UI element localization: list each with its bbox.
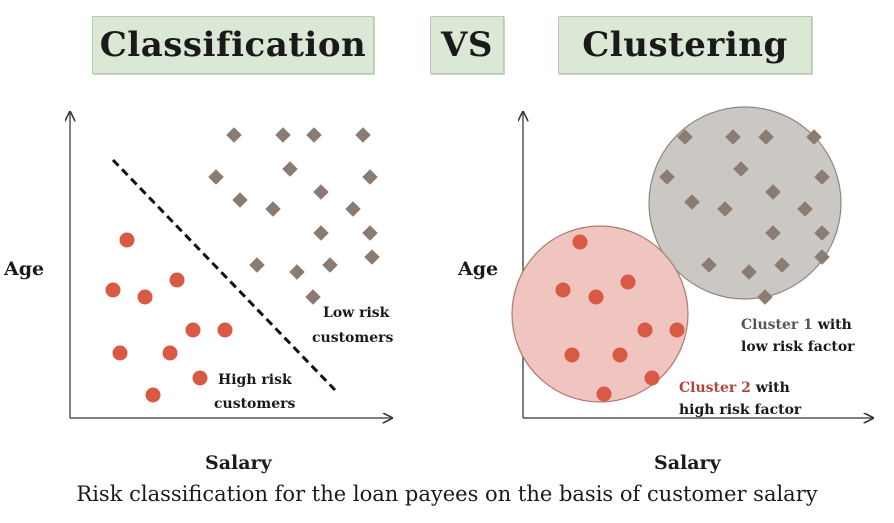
high-risk-point bbox=[169, 272, 185, 288]
low-risk-point bbox=[313, 225, 329, 241]
cluster-2-circle bbox=[511, 225, 689, 403]
high-risk-point bbox=[105, 282, 121, 298]
high-risk-point bbox=[119, 232, 135, 248]
high-risk-point bbox=[145, 387, 161, 403]
cluster-1-point bbox=[725, 129, 741, 145]
cluster-1-rest: with bbox=[813, 317, 852, 333]
low-risk-point bbox=[275, 127, 291, 143]
low-risk-point bbox=[289, 264, 305, 280]
cluster-2-point bbox=[555, 282, 571, 298]
high-risk-point bbox=[192, 370, 208, 386]
low-risk-label-line1: Low risk bbox=[323, 305, 390, 321]
cluster-1-name: Cluster 1 bbox=[741, 317, 813, 333]
cluster-1-point bbox=[765, 184, 781, 200]
low-risk-point bbox=[355, 127, 371, 143]
right-x-axis-label: Salary bbox=[654, 452, 721, 474]
cluster-1-point bbox=[814, 225, 830, 241]
cluster-2-point bbox=[644, 370, 660, 386]
low-risk-label-line2: customers bbox=[312, 330, 393, 346]
low-risk-point bbox=[249, 257, 265, 273]
left-x-axis-label: Salary bbox=[205, 452, 272, 474]
high-risk-label-line1: High risk bbox=[218, 372, 292, 388]
low-risk-point bbox=[364, 249, 380, 265]
cluster-2-point bbox=[620, 274, 636, 290]
clustering-title: Clustering bbox=[558, 16, 812, 74]
low-risk-point bbox=[282, 161, 298, 177]
low-risk-point bbox=[322, 257, 338, 273]
cluster-2-point bbox=[564, 347, 580, 363]
cluster-1-label-line1: Cluster 1 with bbox=[741, 317, 852, 333]
classification-points bbox=[105, 127, 380, 403]
high-risk-point bbox=[137, 289, 153, 305]
cluster-2-point bbox=[596, 386, 612, 402]
cluster-2-rest: with bbox=[751, 380, 790, 396]
cluster-1-point bbox=[806, 129, 822, 145]
low-risk-point bbox=[265, 201, 281, 217]
cluster-2-point bbox=[612, 347, 628, 363]
cluster-1-label-line2: low risk factor bbox=[741, 339, 855, 355]
cluster-1-point bbox=[758, 129, 774, 145]
right-y-axis-label: Age bbox=[458, 258, 499, 280]
caption: Risk classification for the loan payees … bbox=[76, 482, 818, 506]
cluster-1-point bbox=[814, 169, 830, 185]
cluster-1-circle bbox=[648, 106, 842, 300]
cluster-1-point bbox=[684, 194, 700, 210]
cluster-1-point bbox=[733, 161, 749, 177]
cluster-2-label-line2: high risk factor bbox=[679, 402, 802, 418]
classification-title: Classification bbox=[92, 16, 374, 74]
low-risk-point bbox=[306, 127, 322, 143]
low-risk-point bbox=[208, 169, 224, 185]
high-risk-point bbox=[185, 322, 201, 338]
cluster-2-label-line1: Cluster 2 with bbox=[679, 380, 790, 396]
low-risk-point bbox=[226, 127, 242, 143]
decision-boundary bbox=[111, 158, 337, 392]
cluster-1-point bbox=[659, 169, 675, 185]
low-risk-point bbox=[313, 184, 329, 200]
high-risk-point bbox=[217, 322, 233, 338]
cluster-2-point bbox=[572, 234, 588, 250]
high-risk-point bbox=[162, 345, 178, 361]
high-risk-label-line2: customers bbox=[214, 396, 295, 412]
vs-title: VS bbox=[430, 16, 504, 74]
left-y-axis-label: Age bbox=[4, 258, 45, 280]
low-risk-point bbox=[362, 225, 378, 241]
cluster-2-point bbox=[637, 322, 653, 338]
low-risk-point bbox=[232, 192, 248, 208]
low-risk-point bbox=[362, 169, 378, 185]
high-risk-point bbox=[112, 345, 128, 361]
cluster-1-point bbox=[797, 201, 813, 217]
low-risk-point bbox=[345, 201, 361, 217]
cluster-1-point bbox=[765, 225, 781, 241]
cluster-2-point bbox=[588, 289, 604, 305]
cluster-2-point bbox=[669, 322, 685, 338]
cluster-1-point bbox=[717, 201, 733, 217]
cluster-1-point bbox=[677, 129, 693, 145]
cluster-2-name: Cluster 2 bbox=[679, 380, 751, 396]
low-risk-point bbox=[305, 289, 321, 305]
